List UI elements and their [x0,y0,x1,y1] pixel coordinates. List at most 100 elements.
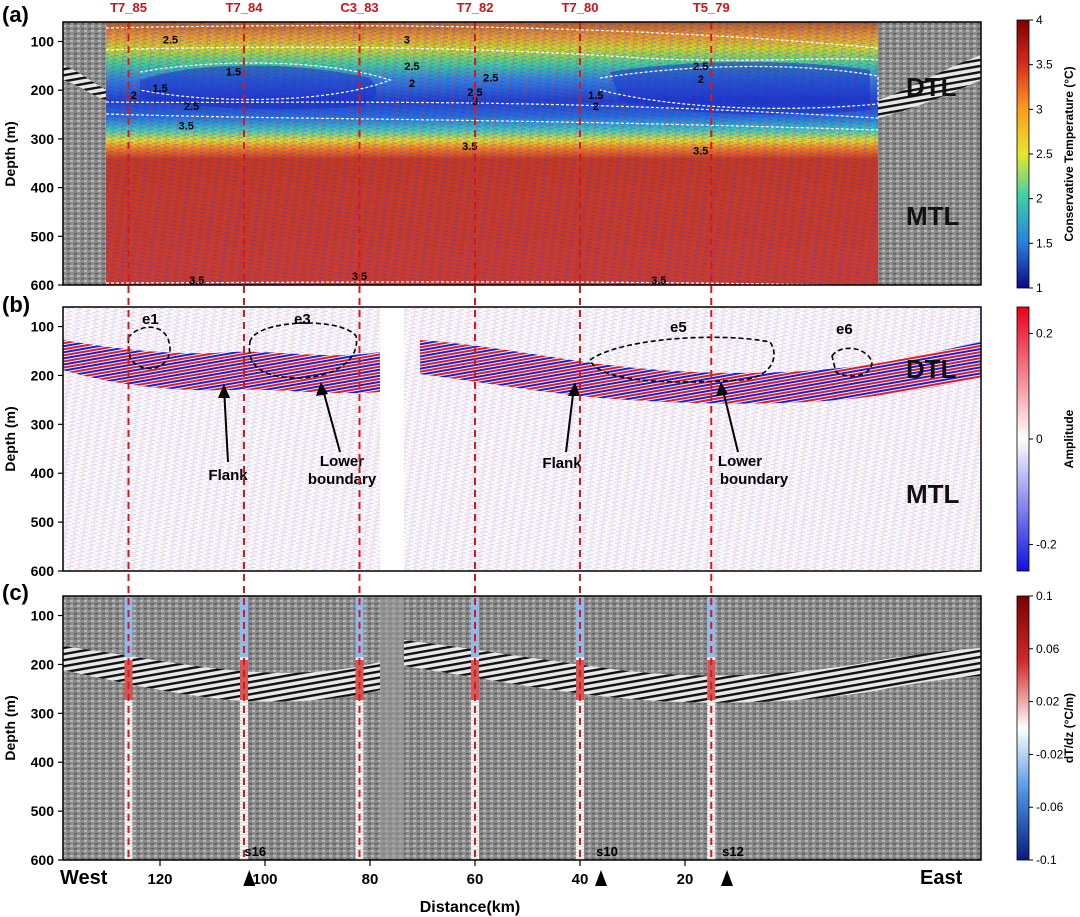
panel-b-ylabel: Depth (m) [2,406,18,471]
isotherm-label: 2.5 [404,61,419,73]
colorbar-c [1016,595,1030,861]
colorbar-tick-label: 3 [1036,102,1043,116]
panel-b-eddy-labels: e1 e3 e5 e6 [142,311,853,338]
annotation-boundary-east: boundary [720,471,789,488]
panel-c-frame [62,595,982,861]
isotherm-label: 2 [409,78,415,90]
panel-a-dtl-band-west [63,65,106,100]
arrowhead-flank-west [218,384,230,398]
x-axis-label: Distance(km) [420,899,520,916]
annotation-lower-east: Lower [718,453,762,470]
profile-label-t7_85: T7_85 [110,0,147,15]
isotherm-label: 2.5 [483,73,498,85]
panel-c-label: (c) [2,580,29,605]
panel-a-isotherms [105,25,879,287]
gradient-strip-positive [576,660,584,700]
y-tick-label: 400 [31,754,55,770]
colorbar-tick-label: -0.02 [1036,747,1064,761]
panel-a-isotherm-labels: 2.5 32.521.51.522.52 2.52.53 1.522.53.53.5 3… [131,35,709,288]
y-tick-label: 300 [31,705,55,721]
profile-labels: T7_85 T7_84 C3_83 T7_82 T7_80 T5_79 [110,0,730,15]
arrow-lower-boundary-east [721,385,739,453]
y-tick-label: 500 [31,514,55,530]
panel-c [63,596,981,860]
colorbar-a [1016,19,1030,289]
arrowhead-lower-boundary-east [716,382,728,396]
panel-b-frame [62,306,982,572]
colorbar-ticks: 4 3.5 3 2.5 2 1.5 1 0.2 0 -0.2 0.1 0.06 0.02 -0.02 -0.… [1029,13,1064,867]
y-tick-label: 100 [31,319,55,335]
y-tick-label: 100 [31,608,55,624]
arrow-flank-east [565,385,575,453]
gradient-strip-positive [471,660,479,700]
arrow-lower-boundary-west [321,385,341,453]
isotherm-label: 2 [698,74,704,86]
isotherm-label: 2.5 [163,35,178,47]
colorbar-tick-label: 2.5 [1036,147,1053,161]
eddy-label-e3: e3 [294,311,311,328]
annotation-lower-west: Lower [320,453,364,470]
panel-b-data-gap [380,307,404,571]
isotherm-label: 2.5 [184,101,199,113]
colorbar-tick-label: 4 [1036,13,1043,27]
panel-c-reflector-band-east [404,640,981,703]
profile-label-t7_80: T7_80 [562,0,599,15]
panel-b-noise [63,307,981,571]
colorbar-tick-label: 3.5 [1036,58,1053,72]
colorbar-tick-label: -0.2 [1036,538,1057,552]
profile-label-t7_82: T7_82 [457,0,494,15]
colorbar-c-title: dT/dz (°C/m) [1062,693,1076,763]
isotherm-label: 3.5 [189,275,204,287]
annotation-boundary-west: boundary [308,471,377,488]
profile-label-t5_79: T5_79 [693,0,730,15]
colorbar-a-title: Conservative Temperature (°C) [1062,66,1076,241]
gradient-strip-positive [240,660,248,700]
eddy-label-e1: e1 [142,311,159,328]
y-tick-label: 600 [31,277,55,293]
panel-c-reflector-band-west [63,646,380,702]
y-tick-label: 400 [31,180,55,196]
gradient-strip-t7_82 [471,597,479,860]
gradient-strip-t7_84 [240,597,248,860]
x-axis: West East Distance(km) 120 100 80 60 40 20 [60,860,963,916]
x-tick-label: 60 [467,871,484,888]
y-tick-label: 300 [31,416,55,432]
profile-label-t7_84: T7_84 [226,0,264,15]
station-label-s12: s12 [722,844,744,859]
station-marker-s10 [595,870,607,886]
x-tick-label: 120 [147,871,172,888]
x-tick-label: 40 [572,871,589,888]
y-tick-label: 500 [31,803,55,819]
isotherm-label: 1.5 [588,90,603,102]
x-tick-label: 20 [677,871,694,888]
y-tick-label: 300 [31,131,55,147]
stations: s16 s10 s12 [243,844,744,886]
panel-a-cold-core-west [140,65,376,110]
y-tick-label: 600 [31,852,55,868]
profile-label-c3_83: C3_83 [340,0,378,15]
y-tick-label: 500 [31,228,55,244]
annotation-flank-east: Flank [542,455,582,472]
panel-a-cold-core-east [610,61,870,115]
arrowhead-flank-east [568,382,580,396]
x-tick-label: 100 [252,871,277,888]
isotherm-label: 1.5 [226,67,241,79]
x-end-label-west: West [60,867,108,889]
y-tick-label: 100 [31,33,55,49]
panel-a-ylabel: Depth (m) [2,121,18,186]
panel-a-dtl-band-east [878,55,981,118]
gradient-strip-positive [124,660,133,700]
panel-b-layer-dtl: DTL [906,354,957,384]
station-label-s16: s16 [244,844,266,859]
eddy-label-e5: e5 [670,319,687,336]
gradient-strip-positive [707,660,716,700]
colorbar-b-title: Amplitude [1062,409,1076,468]
arrow-flank-west [223,387,229,463]
colorbar-tick-label: 0 [1036,432,1043,446]
panel-b-label: (b) [2,292,30,317]
isotherm-label: 2 [593,101,599,113]
panel-a-layer-mtl: MTL [906,201,960,231]
panel-b-eddy-outlines [127,322,873,383]
y-tick-label: 200 [31,367,55,383]
